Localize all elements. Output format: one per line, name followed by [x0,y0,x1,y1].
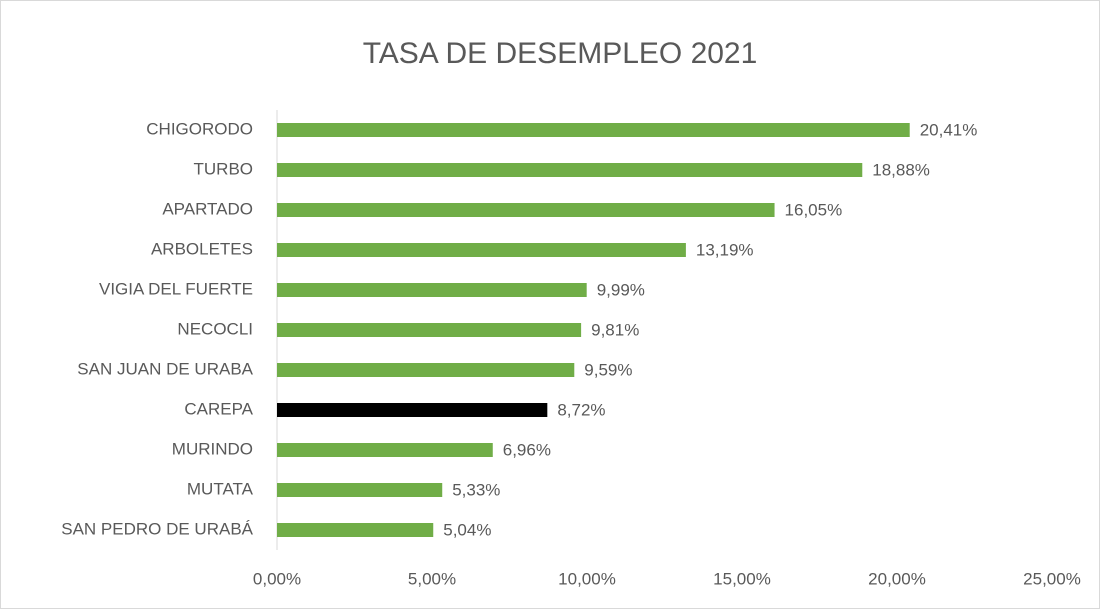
y-tick-label: SAN PEDRO DE URABÁ [61,519,253,538]
value-label: 18,88% [872,160,930,179]
bar [277,403,548,417]
y-tick-label: MUTATA [187,479,254,498]
x-tick-label: 25,00% [1023,569,1081,588]
bar [277,283,587,297]
bar [277,523,434,537]
chart-title: TASA DE DESEMPLEO 2021 [363,37,758,70]
bar [277,483,443,497]
bar [277,363,575,377]
y-tick-label: VIGIA DEL FUERTE [99,279,253,298]
y-tick-label: MURINDO [172,439,253,458]
x-tick-label: 15,00% [713,569,771,588]
y-tick-label: TURBO [194,159,254,178]
y-tick-label: ARBOLETES [151,239,253,258]
x-tick-label: 0,00% [253,569,301,588]
value-label: 9,59% [584,360,632,379]
value-label: 8,72% [557,400,605,419]
y-tick-label: SAN JUAN DE URABA [77,359,253,378]
bar [277,123,910,137]
x-tick-label: 5,00% [408,569,456,588]
value-label: 5,04% [443,520,491,539]
bar [277,163,863,177]
y-tick-label: APARTADO [162,199,253,218]
bar [277,323,582,337]
y-tick-label: CHIGORODO [146,119,253,138]
value-label: 9,99% [597,280,645,299]
x-tick-label: 10,00% [558,569,616,588]
bar [277,443,493,457]
value-label: 6,96% [503,440,551,459]
value-label: 13,19% [696,240,754,259]
bar [277,243,686,257]
bar [277,203,775,217]
value-label: 9,81% [591,320,639,339]
value-label: 20,41% [920,120,978,139]
value-label: 5,33% [452,480,500,499]
value-label: 16,05% [785,200,843,219]
y-tick-label: NECOCLI [177,319,253,338]
y-tick-label: CAREPA [184,399,253,418]
x-tick-label: 20,00% [868,569,926,588]
